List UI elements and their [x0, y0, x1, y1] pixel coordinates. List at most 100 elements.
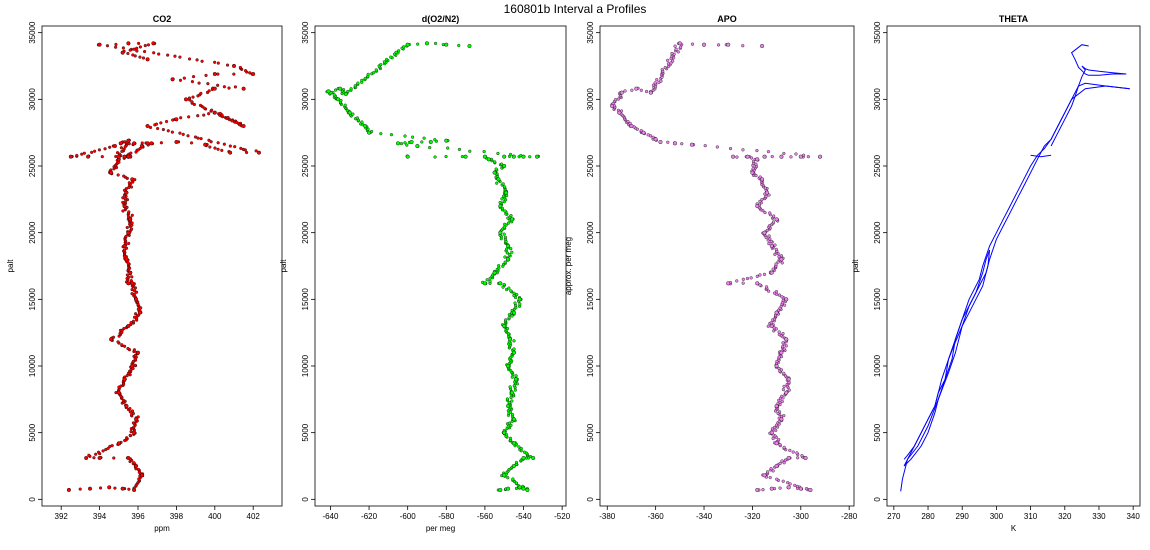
y-axis-label: palt	[279, 259, 288, 273]
scatter-point	[528, 454, 533, 459]
scatter-point	[795, 451, 799, 455]
scatter-point	[399, 142, 404, 146]
scatter-point	[782, 384, 786, 388]
scatter-point	[136, 467, 141, 472]
scatter-point	[510, 314, 514, 318]
data-point	[116, 441, 121, 446]
data-point	[363, 123, 368, 128]
scatter-point	[749, 276, 753, 280]
data-point	[336, 97, 341, 102]
data-point	[130, 177, 135, 182]
scatter-point	[100, 155, 104, 159]
scatter-point	[159, 121, 163, 125]
scatter-point	[112, 456, 116, 460]
scatter-point	[207, 89, 211, 93]
scatter-point	[506, 221, 510, 225]
scatter-point	[496, 151, 500, 156]
data-point	[241, 86, 246, 91]
data-point	[97, 42, 102, 47]
data-point	[774, 310, 779, 315]
data-point	[769, 270, 774, 275]
scatter-point	[148, 125, 153, 130]
x-tick-label: 396	[131, 512, 145, 521]
data-point	[760, 177, 765, 182]
y-tick-label: 0	[28, 497, 37, 502]
data-point	[126, 230, 131, 235]
scatter-point	[782, 461, 786, 465]
scatter-point	[190, 80, 194, 84]
panel-title: THETA	[999, 14, 1029, 24]
panel-theta: THETA 270 280 290 300 310 320 330 340 0 5000 10000 1…	[851, 14, 1141, 533]
scatter-point	[497, 264, 501, 268]
data-point	[502, 473, 507, 478]
data-point	[769, 243, 774, 248]
scatter-point	[770, 154, 774, 159]
scatter-point	[420, 140, 424, 144]
scatter-point	[178, 78, 183, 82]
data-point	[511, 417, 516, 422]
scatter-point	[786, 481, 790, 485]
data-point	[511, 350, 516, 355]
scatter-point	[132, 47, 136, 51]
scatter-point	[416, 42, 420, 46]
scatter-point	[105, 44, 110, 48]
scatter-point	[514, 460, 519, 465]
scatter-point	[507, 286, 511, 290]
y-tick-label: 5000	[873, 423, 882, 441]
scatter-point	[130, 275, 134, 279]
scatter-point	[127, 181, 131, 185]
scatter-point	[493, 160, 497, 164]
y-tick-label: 10000	[586, 354, 595, 377]
data-point	[134, 417, 139, 422]
data-point	[629, 123, 634, 128]
scatter-point	[351, 112, 355, 116]
data-point	[755, 488, 760, 493]
data-point	[126, 41, 131, 46]
scatter-point	[397, 49, 401, 53]
plot-frame	[886, 25, 1141, 507]
data-point	[786, 456, 791, 461]
data-point	[658, 139, 663, 144]
data-point	[122, 243, 127, 248]
x-tick-label: -380	[599, 512, 616, 521]
data-point	[149, 141, 154, 146]
x-tick-label: 392	[55, 512, 69, 521]
scatter-point	[433, 155, 437, 159]
scatter-point	[178, 131, 182, 135]
scatter-point	[513, 388, 517, 392]
scatter-point	[101, 449, 105, 453]
y-tick-label: 30000	[301, 88, 310, 111]
data-point	[769, 486, 774, 491]
scatter-point	[774, 262, 778, 266]
scatter-point	[791, 450, 795, 454]
scatter-point	[402, 45, 406, 49]
scatter-point	[676, 50, 680, 54]
series-line	[1030, 154, 1052, 158]
scatter-point	[765, 228, 769, 232]
scatter-point	[121, 398, 126, 402]
scatter-point	[509, 289, 513, 293]
scatter-point	[239, 146, 243, 150]
scatter-point	[346, 89, 350, 93]
scatter-point	[138, 55, 142, 59]
data-point	[326, 89, 331, 94]
scatter-point	[166, 53, 170, 57]
scatter-point	[769, 467, 773, 471]
scatter-point	[103, 147, 107, 151]
scatter-point	[623, 89, 627, 93]
data-point	[122, 154, 127, 159]
scatter-point	[182, 76, 186, 80]
data-point	[502, 430, 507, 435]
scatter-point	[403, 141, 407, 145]
scatter-point	[129, 151, 133, 155]
x-tick-label: -560	[477, 512, 494, 521]
data-point	[256, 150, 261, 155]
scatter-point	[156, 126, 160, 131]
series-line	[1050, 44, 1127, 147]
scatter-point	[639, 129, 643, 133]
x-tick-label: 320	[1058, 512, 1072, 521]
data-point	[726, 281, 731, 286]
scatter-point	[433, 41, 438, 45]
data-point	[343, 91, 348, 96]
scatter-point	[758, 273, 762, 277]
